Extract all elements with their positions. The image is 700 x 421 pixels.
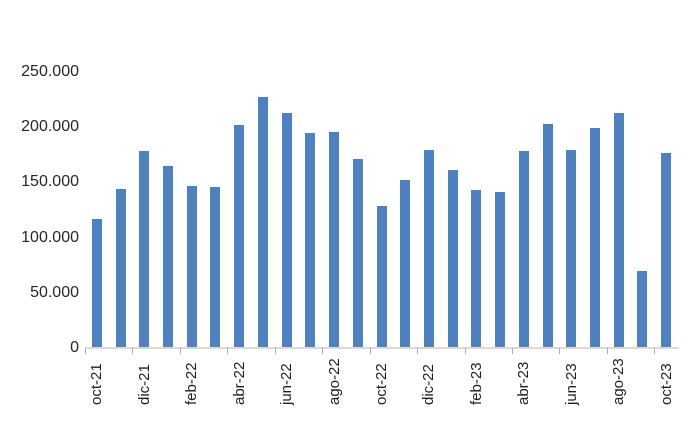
x-axis-label-oct-21: oct-21 bbox=[88, 363, 106, 405]
x-axis-tick bbox=[559, 348, 560, 354]
bar-jun-23 bbox=[566, 150, 577, 348]
bar-nov-21 bbox=[115, 189, 126, 348]
bar-nov-22 bbox=[400, 180, 411, 348]
x-axis-tick bbox=[322, 348, 323, 354]
bar-may-23 bbox=[542, 124, 553, 348]
bar-oct-22 bbox=[376, 206, 387, 348]
x-axis-tick bbox=[417, 348, 418, 354]
bar-jul-23 bbox=[589, 128, 600, 348]
x-axis-tick bbox=[512, 348, 513, 354]
x-axis-tick bbox=[132, 348, 133, 354]
x-axis-tick bbox=[465, 348, 466, 354]
bar-abr-23 bbox=[518, 151, 529, 348]
x-axis-label-ago-23: ago-23 bbox=[610, 358, 628, 405]
x-axis-tick bbox=[85, 348, 86, 354]
bar-sep-22 bbox=[352, 159, 363, 348]
bar-feb-22 bbox=[186, 186, 197, 348]
bar-feb-23 bbox=[471, 190, 482, 348]
x-axis-label-feb-23: feb-23 bbox=[467, 362, 485, 405]
y-axis-label: 0 bbox=[70, 339, 79, 356]
x-axis-tick bbox=[370, 348, 371, 354]
y-axis-label: 50.000 bbox=[30, 283, 79, 301]
x-axis-label-abr-23: abr-23 bbox=[515, 361, 533, 405]
x-axis-label-jun-23: jun-23 bbox=[562, 363, 580, 405]
bar-ene-22 bbox=[163, 166, 174, 348]
bar-dic-21 bbox=[139, 151, 150, 348]
bar-oct-21 bbox=[91, 219, 102, 348]
x-axis-tick bbox=[607, 348, 608, 354]
bar-ago-23 bbox=[613, 113, 624, 348]
x-axis-tick bbox=[180, 348, 181, 354]
bar-mar-23 bbox=[495, 192, 506, 348]
y-axis-label: 250.000 bbox=[21, 63, 79, 80]
bar-jul-22 bbox=[305, 133, 316, 348]
x-axis-tick bbox=[275, 348, 276, 354]
bar-may-22 bbox=[257, 97, 268, 348]
x-axis-label-dic-22: dic-22 bbox=[420, 364, 438, 405]
x-axis-label-ago-22: ago-22 bbox=[325, 358, 343, 405]
bar-jun-22 bbox=[281, 113, 292, 348]
bar-oct-23 bbox=[661, 153, 672, 348]
x-axis-label-dic-21: dic-21 bbox=[135, 364, 153, 405]
bar-mar-22 bbox=[210, 187, 221, 348]
x-axis-label-feb-22: feb-22 bbox=[183, 362, 201, 405]
bar-ene-23 bbox=[447, 170, 458, 348]
y-axis-label: 100.000 bbox=[21, 228, 79, 246]
x-axis-label-oct-22: oct-22 bbox=[373, 363, 390, 405]
x-axis-label-oct-23: oct-23 bbox=[657, 363, 675, 405]
y-axis-label: 150.000 bbox=[21, 173, 79, 191]
x-axis-line bbox=[85, 347, 679, 349]
x-axis-tick bbox=[227, 348, 228, 354]
x-axis-tick bbox=[654, 348, 655, 354]
bar-ago-22 bbox=[329, 132, 340, 348]
bar-sep-23 bbox=[637, 271, 648, 348]
x-axis-label-jun-22: jun-22 bbox=[278, 363, 296, 405]
x-axis-label-abr-22: abr-22 bbox=[230, 361, 248, 405]
bar-dic-22 bbox=[423, 150, 434, 348]
bar-abr-22 bbox=[234, 125, 245, 348]
y-axis-label: 200.000 bbox=[21, 118, 79, 136]
